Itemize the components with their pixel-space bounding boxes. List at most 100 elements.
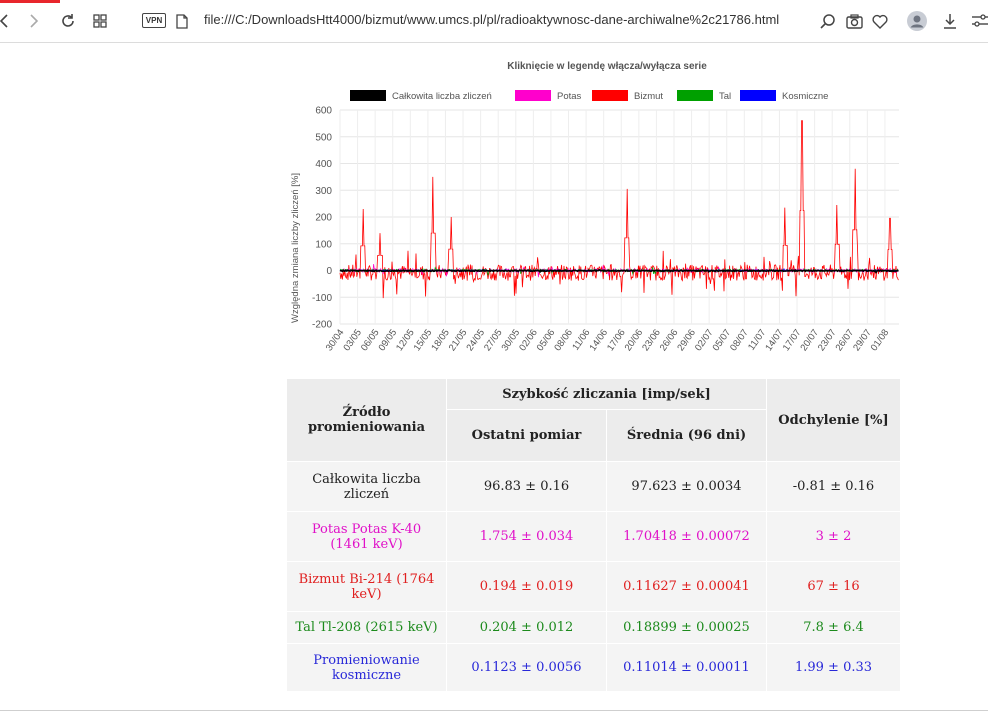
legend-swatch	[350, 90, 386, 101]
row-source: Tal Tl-208 (2615 keV)	[286, 611, 447, 644]
row-last: 0.204 ± 0.012	[446, 611, 607, 644]
avatar-icon[interactable]	[907, 11, 927, 31]
row-source: Bizmut Bi-214 (1764 keV)	[286, 561, 447, 612]
legend-label: Tal	[719, 91, 731, 102]
header-rate: Szybkość zliczania [imp/sek]	[446, 378, 767, 410]
search-icon[interactable]	[818, 11, 838, 31]
x-tick-label: 18/05	[429, 327, 452, 353]
legend-label: Całkowita liczba zliczeń	[392, 91, 492, 102]
x-tick-label: 06/05	[359, 327, 382, 353]
x-tick-label: 20/07	[798, 327, 821, 353]
row-deviation: -0.81 ± 0.16	[766, 461, 901, 512]
radioactivity-chart: Kliknięcie w legendę włącza/wyłącza seri…	[290, 61, 899, 353]
row-mean: 97.623 ± 0.0034	[606, 461, 767, 512]
camera-icon[interactable]	[844, 11, 864, 31]
x-tick-label: 21/05	[447, 327, 470, 353]
legend-swatch	[677, 90, 713, 101]
page-bottom-border	[0, 710, 988, 711]
legend-swatch	[592, 90, 628, 101]
chart-legend: Całkowita liczba zliczeń Potas Bizmut Tal Ko…	[350, 90, 828, 102]
row-last: 0.194 ± 0.019	[446, 561, 607, 612]
y-tick-label: -100	[312, 293, 332, 304]
x-tick-label: 17/06	[605, 327, 628, 353]
x-tick-label: 30/05	[500, 327, 523, 353]
row-source: Potas Potas K-40 (1461 keV)	[286, 511, 447, 562]
y-axis-label: Względna zmiana liczby zliczeń [%]	[290, 173, 301, 323]
x-tick-label: 05/07	[711, 327, 734, 353]
x-tick-label: 12/05	[394, 327, 417, 353]
x-tick-label: 20/06	[623, 327, 646, 353]
address-bar[interactable]: file:///C:/DownloadsHtt4000/bizmut/www.u…	[204, 12, 780, 27]
x-tick-label: 23/07	[816, 327, 839, 353]
legend-label: Potas	[557, 91, 582, 102]
row-mean: 0.18899 ± 0.00025	[606, 611, 767, 644]
x-tick-label: 30/04	[324, 327, 347, 353]
row-last: 0.1123 ± 0.0056	[446, 643, 607, 692]
x-tick-label: 29/07	[851, 327, 874, 353]
x-tick-label: 08/06	[552, 327, 575, 353]
y-tick-label: -200	[312, 320, 332, 331]
series-line	[339, 268, 899, 274]
row-mean: 0.11627 ± 0.00041	[606, 561, 767, 612]
x-tick-label: 02/06	[517, 327, 540, 353]
chart-series	[339, 120, 899, 299]
y-axis-ticks: 600 500 400 300 200 100 0 -100 -200	[312, 106, 332, 331]
y-tick-label: 300	[315, 186, 332, 197]
row-deviation: 67 ± 16	[766, 561, 901, 612]
x-tick-label: 05/06	[535, 327, 558, 353]
header-source: Źródło promieniowania	[286, 378, 447, 462]
table-row: Tal Tl-208 (2615 keV) 0.204 ± 0.012 0.18…	[286, 611, 901, 644]
active-tab-indicator	[0, 0, 60, 3]
y-tick-label: 200	[315, 213, 332, 224]
tabs-grid-icon[interactable]	[90, 11, 110, 31]
radiation-table: Źródło promieniowania Szybkość zliczania…	[286, 378, 901, 692]
reload-icon[interactable]	[58, 11, 78, 31]
legend-label: Kosmiczne	[782, 91, 828, 102]
x-tick-label: 03/05	[341, 327, 364, 353]
back-icon[interactable]	[0, 11, 14, 31]
table-row: Bizmut Bi-214 (1764 keV) 0.194 ± 0.019 0…	[286, 561, 901, 612]
x-tick-label: 14/06	[587, 327, 610, 353]
x-tick-label: 15/05	[412, 327, 435, 353]
x-tick-label: 02/07	[693, 327, 716, 353]
download-icon[interactable]	[940, 11, 960, 31]
y-tick-label: 600	[315, 106, 332, 117]
table-row: Całkowita liczba zliczeń 96.83 ± 0.16 97…	[286, 461, 901, 512]
x-tick-label: 29/06	[675, 327, 698, 353]
y-tick-label: 0	[326, 266, 332, 277]
x-tick-label: 26/06	[658, 327, 681, 353]
row-deviation: 3 ± 2	[766, 511, 901, 562]
file-page-icon	[172, 11, 192, 31]
x-tick-label: 09/05	[377, 327, 400, 353]
header-mean: Średnia (96 dni)	[606, 409, 767, 462]
x-tick-label: 01/08	[869, 327, 892, 353]
x-tick-label: 14/07	[763, 327, 786, 353]
table-row: Potas Potas K-40 (1461 keV) 1.754 ± 0.03…	[286, 511, 901, 562]
row-mean: 0.11014 ± 0.00011	[606, 643, 767, 692]
row-mean: 1.70418 ± 0.00072	[606, 511, 767, 562]
heart-icon[interactable]	[870, 11, 890, 31]
x-tick-label: 17/07	[781, 327, 804, 353]
y-tick-label: 500	[315, 132, 332, 143]
header-deviation: Odchylenie [%]	[766, 378, 901, 462]
chart-title: Kliknięcie w legendę włącza/wyłącza seri…	[507, 61, 707, 72]
vpn-badge[interactable]: VPN	[142, 13, 166, 28]
chart-grid	[339, 109, 899, 325]
browser-toolbar: VPN file:///C:/DownloadsHtt4000/bizmut/w…	[0, 0, 988, 43]
header-last-measurement: Ostatni pomiar	[446, 409, 607, 462]
forward-icon[interactable]	[24, 11, 44, 31]
row-deviation: 7.8 ± 6.4	[766, 611, 901, 644]
x-tick-label: 23/06	[640, 327, 663, 353]
legend-swatch	[515, 90, 551, 101]
table-row: Promieniowanie kosmiczne 0.1123 ± 0.0056…	[286, 643, 901, 692]
x-tick-label: 26/07	[834, 327, 857, 353]
x-tick-label: 08/07	[728, 327, 751, 353]
row-source: Promieniowanie kosmiczne	[286, 643, 447, 692]
legend-swatch	[740, 90, 776, 101]
legend-label: Bizmut	[634, 91, 663, 102]
settings-sliders-icon[interactable]	[970, 11, 988, 31]
x-tick-label: 24/05	[464, 327, 487, 353]
y-tick-label: 100	[315, 239, 332, 250]
row-last: 96.83 ± 0.16	[446, 461, 607, 512]
x-tick-label: 27/05	[482, 327, 505, 353]
